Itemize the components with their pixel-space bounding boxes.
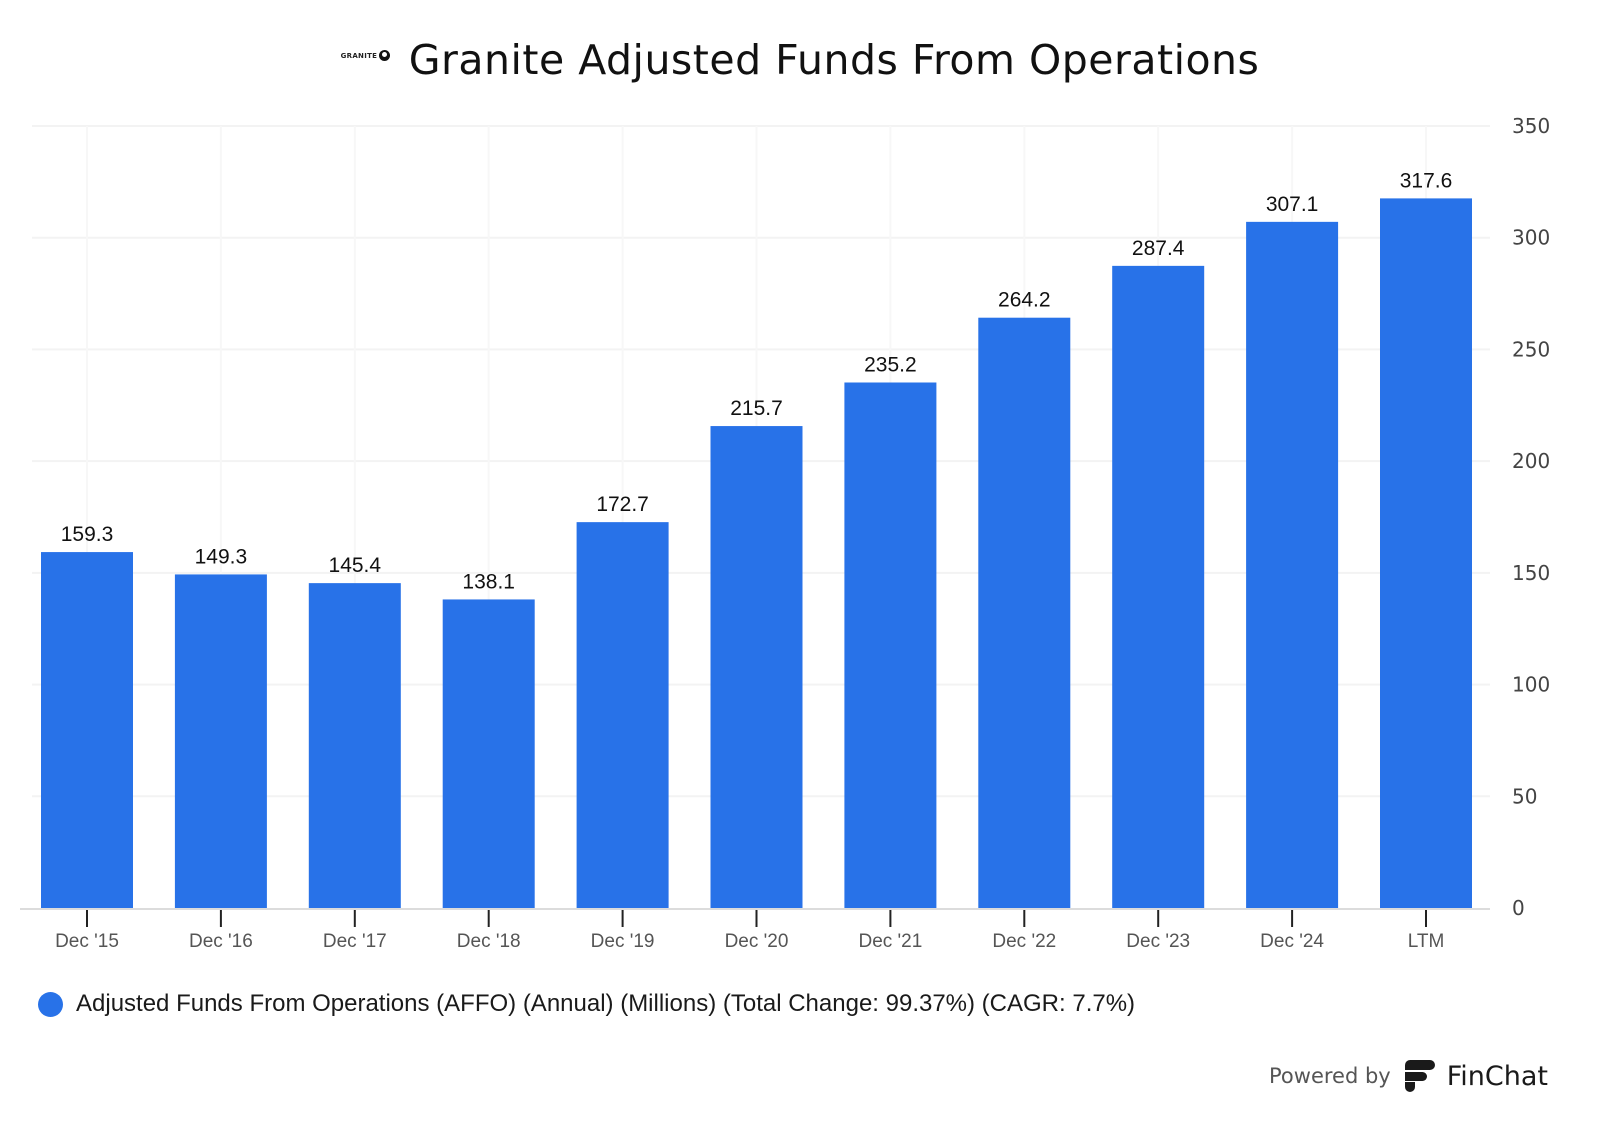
data-label: 172.7 <box>596 493 649 516</box>
legend-marker-icon <box>38 991 63 1017</box>
finchat-logo-icon <box>1404 1060 1435 1092</box>
data-label: 138.1 <box>462 570 515 593</box>
bar <box>442 599 535 908</box>
y-tick-label: 150 <box>1512 561 1550 585</box>
legend-label: Adjusted Funds From Operations (AFFO) (A… <box>76 990 1136 1017</box>
bar-chart: 0 50 100 150 200 250 300 350 159.3 149.3 145.4 138.… <box>20 114 1550 952</box>
bar <box>576 522 669 908</box>
bar <box>41 552 133 908</box>
data-label: 317.6 <box>1400 169 1453 192</box>
bar <box>844 382 937 909</box>
y-tick-label: 350 <box>1512 114 1550 138</box>
x-tick-label: Dec '15 <box>55 931 119 952</box>
y-tick-label: 300 <box>1512 226 1550 250</box>
bar <box>174 574 267 908</box>
data-label: 264.2 <box>998 289 1051 312</box>
data-label: 145.4 <box>329 554 382 577</box>
x-tick-label: Dec '20 <box>725 931 789 952</box>
y-tick-label: 50 <box>1512 784 1537 808</box>
x-tick-label: Dec '17 <box>323 931 387 952</box>
chart-header: GRANITE Granite Adjusted Funds From Oper… <box>0 36 1600 84</box>
y-tick-label: 0 <box>1512 896 1525 920</box>
bar <box>710 426 803 908</box>
x-tick-label: Dec '19 <box>591 931 655 952</box>
granite-swirl-icon <box>379 50 391 62</box>
bar <box>1380 198 1472 908</box>
x-tick-label: LTM <box>1408 931 1445 952</box>
powered-by-text: Powered by <box>1269 1064 1391 1088</box>
bar <box>1112 265 1205 908</box>
x-tick-label: Dec '24 <box>1260 931 1324 952</box>
x-tick-label: Dec '22 <box>992 931 1056 952</box>
data-label: 307.1 <box>1266 193 1319 216</box>
granite-logo: GRANITE <box>341 47 391 65</box>
chart-title: Granite Adjusted Funds From Operations <box>408 36 1260 84</box>
x-tick-label: Dec '16 <box>189 931 253 952</box>
x-tick-label: Dec '21 <box>858 931 922 952</box>
bar <box>1246 221 1339 909</box>
data-label: 235.2 <box>864 353 917 376</box>
y-tick-label: 200 <box>1512 449 1550 473</box>
data-label: 215.7 <box>730 397 783 420</box>
bar <box>978 317 1071 908</box>
logo-text: GRANITE <box>340 51 378 60</box>
x-tick-label: Dec '18 <box>457 931 521 952</box>
finchat-brand: FinChat <box>1446 1060 1548 1092</box>
data-label: 159.3 <box>61 523 114 546</box>
legend[interactable]: Adjusted Funds From Operations (AFFO) (A… <box>38 990 1135 1018</box>
bar <box>308 583 401 908</box>
y-tick-label: 100 <box>1512 673 1550 697</box>
y-tick-label: 250 <box>1512 337 1550 361</box>
x-tick-label: Dec '23 <box>1126 931 1190 952</box>
data-label: 149.3 <box>195 545 248 568</box>
powered-by: Powered by FinChat <box>1269 1060 1548 1092</box>
data-label: 287.4 <box>1132 237 1185 260</box>
